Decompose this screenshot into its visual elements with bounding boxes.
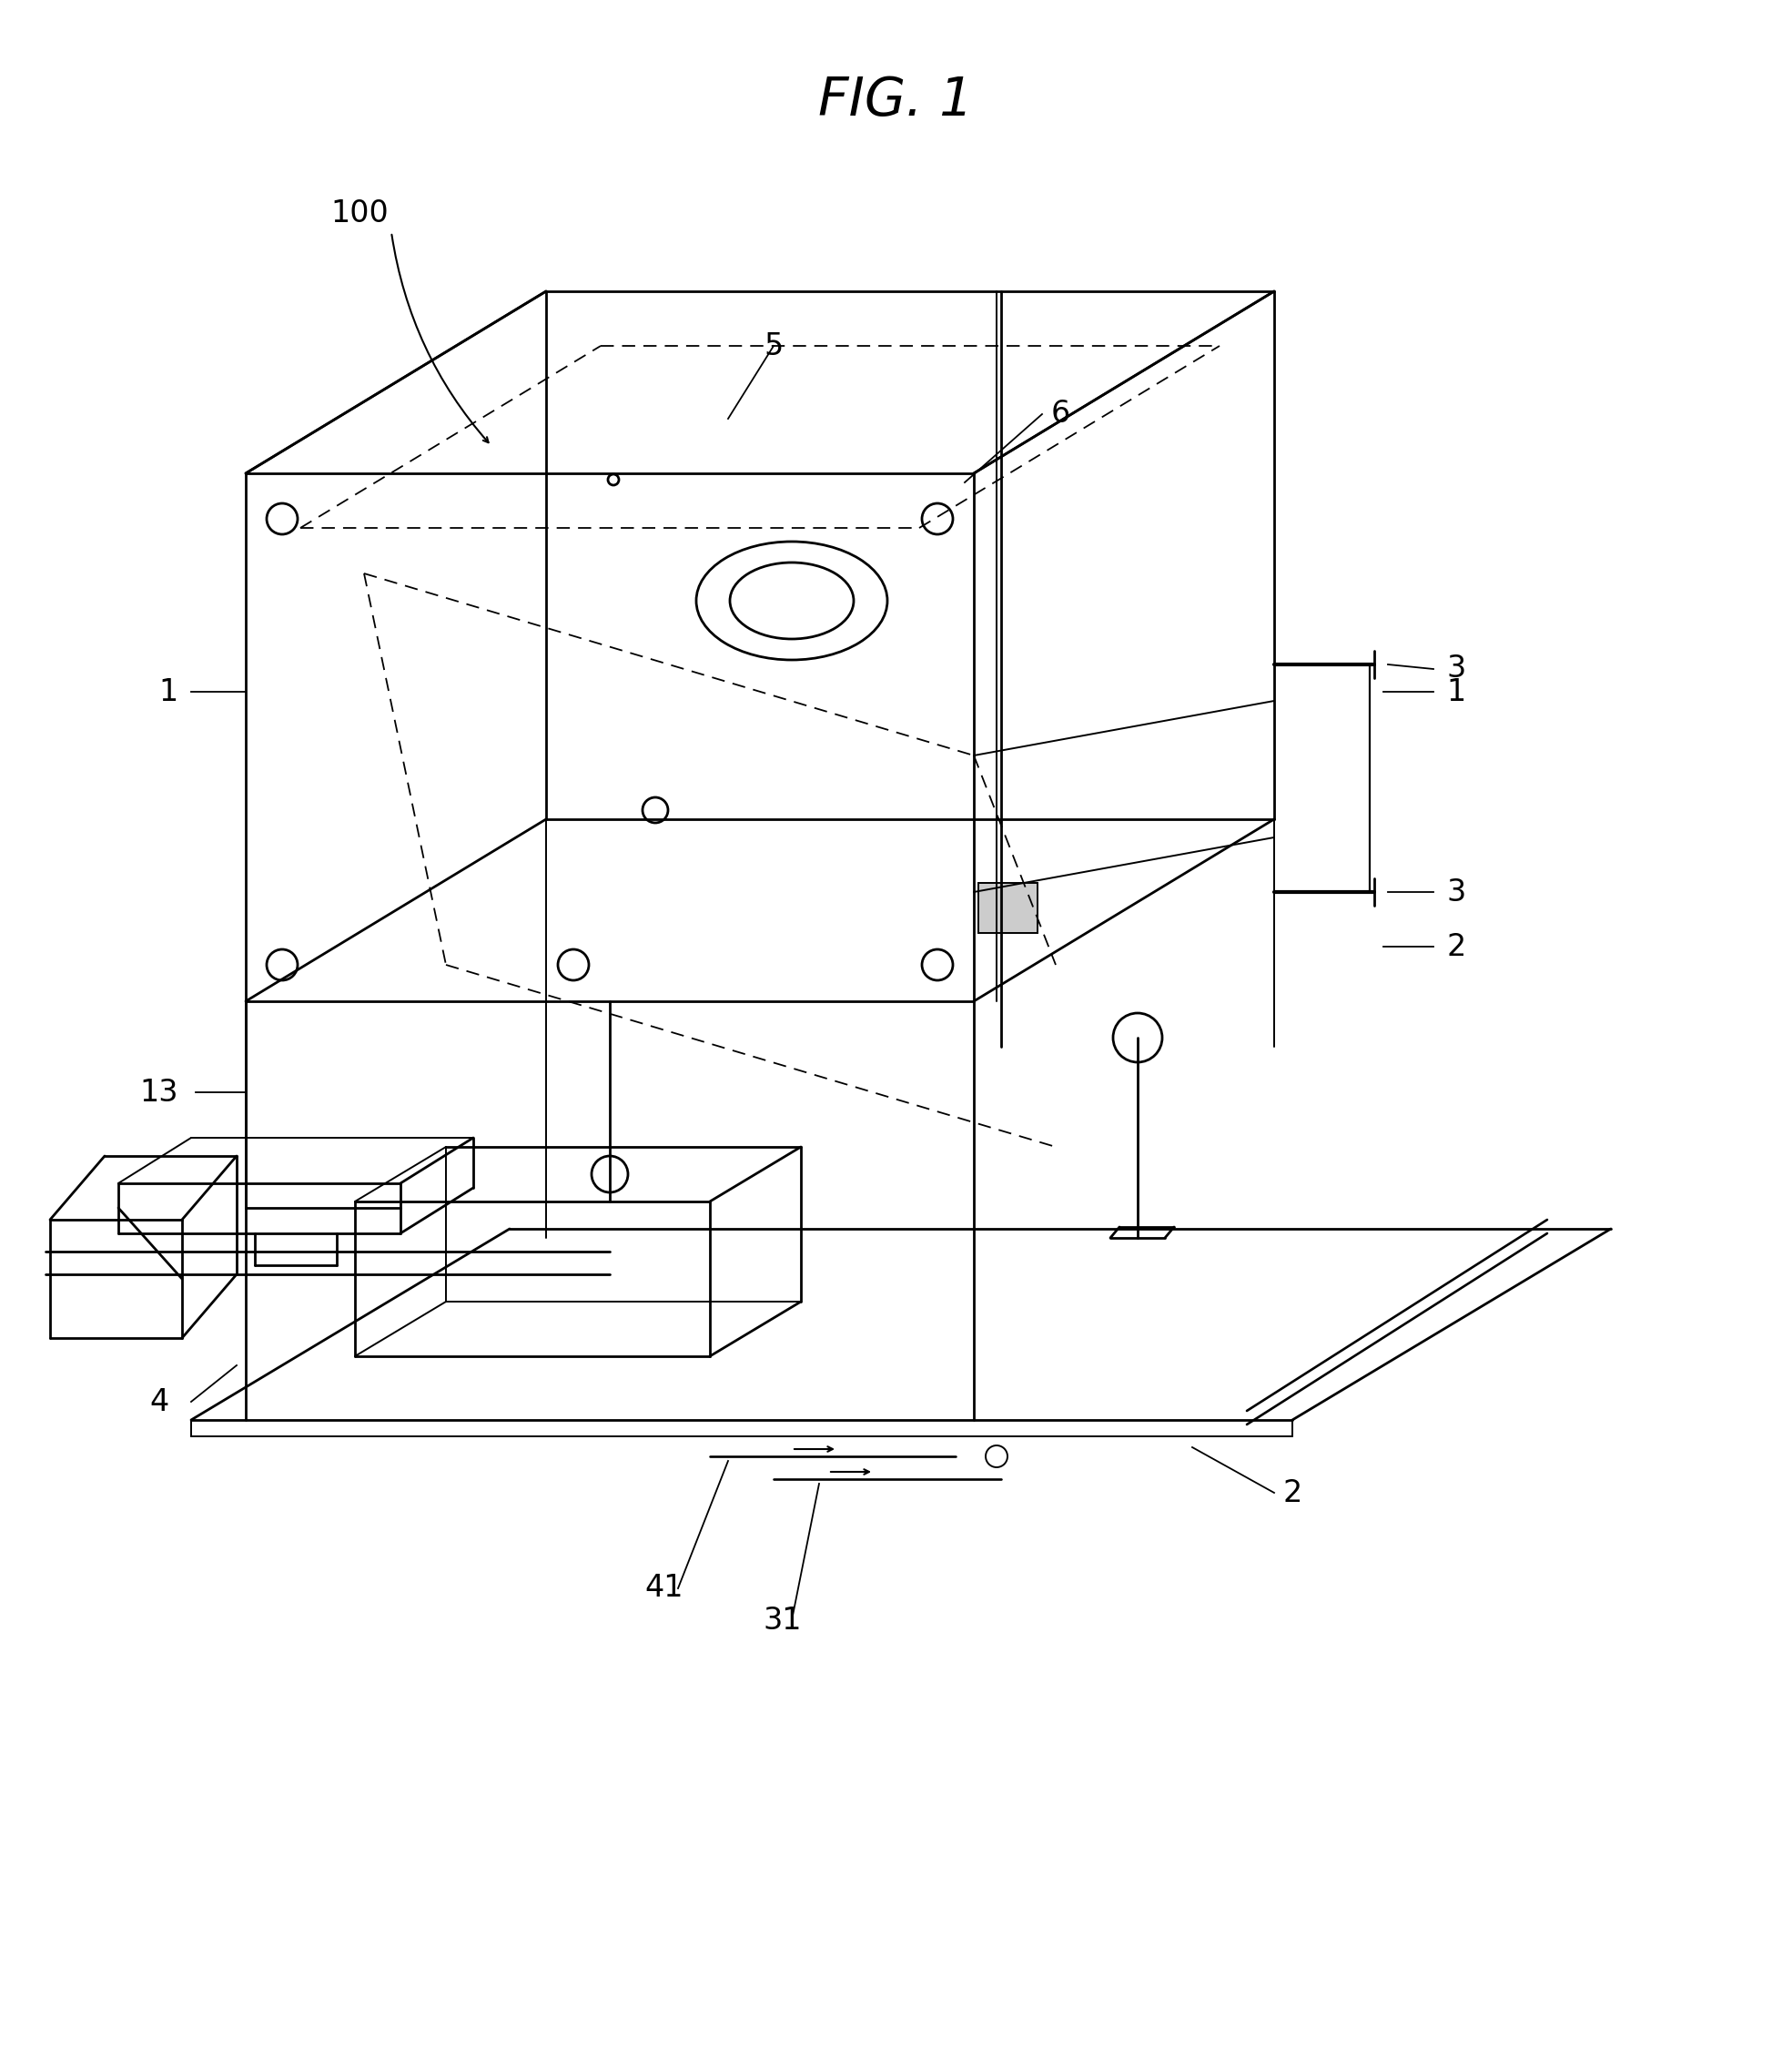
Text: 2: 2 (1446, 932, 1466, 963)
Text: 6: 6 (1050, 399, 1070, 430)
Text: 31: 31 (763, 1606, 803, 1634)
Bar (978, 883, 1038, 934)
Text: 1: 1 (1446, 676, 1466, 707)
Text: 41: 41 (645, 1573, 685, 1604)
Text: 4: 4 (149, 1386, 168, 1417)
Text: 3: 3 (1446, 653, 1466, 684)
Text: 2: 2 (1283, 1479, 1303, 1507)
Circle shape (607, 475, 618, 485)
Text: FIG. 1: FIG. 1 (819, 74, 973, 127)
Text: 3: 3 (1446, 877, 1466, 907)
Text: 13: 13 (140, 1077, 179, 1108)
Text: 100: 100 (330, 199, 389, 229)
Text: 1: 1 (159, 676, 177, 707)
Text: 5: 5 (763, 332, 783, 360)
